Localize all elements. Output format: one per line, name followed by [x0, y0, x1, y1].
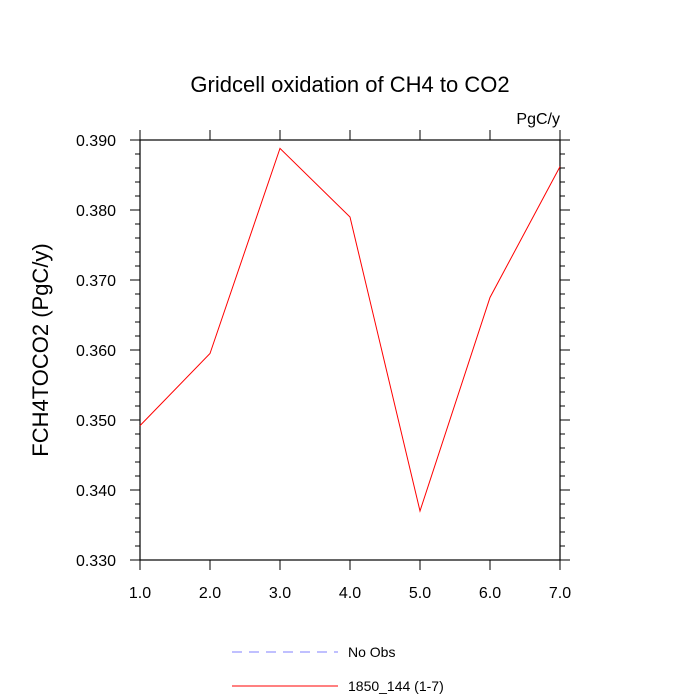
y-tick-label: 0.360: [76, 343, 116, 360]
y-tick-label: 0.390: [76, 133, 116, 150]
series-line: [139, 147, 561, 513]
y-tick-label: 0.370: [76, 273, 116, 290]
x-tick-label: 7.0: [549, 585, 571, 602]
x-tick-label: 4.0: [339, 585, 361, 602]
y-axis-label: FCH4TOCO2 (PgC/y): [28, 243, 53, 457]
y-tick-label: 0.380: [76, 203, 116, 220]
y-tick-label: 0.350: [76, 413, 116, 430]
x-tick-label: 2.0: [199, 585, 221, 602]
plot-frame: [139, 139, 561, 561]
y-tick-label: 0.340: [76, 483, 116, 500]
units-label: PgC/y: [516, 111, 560, 128]
x-tick-label: 3.0: [269, 585, 291, 602]
axis-tick-labels: 1.0 2.0 3.0 4.0 5.0 6.0 7.0 0.330 0.340 0.350 0.36…: [76, 133, 571, 602]
legend-label: 1850_144 (1-7): [348, 678, 444, 694]
x-tick-label: 1.0: [129, 585, 151, 602]
chart-title: Gridcell oxidation of CH4 to CO2: [190, 72, 509, 97]
x-tick-label: 5.0: [409, 585, 431, 602]
legend-label: No Obs: [348, 644, 395, 660]
x-tick-label: 6.0: [479, 585, 501, 602]
y-tick-label: 0.330: [76, 553, 116, 570]
series-layer: [139, 147, 561, 513]
legend: No Obs 1850_144 (1-7): [232, 644, 444, 694]
axis-ticks: [130, 130, 570, 570]
